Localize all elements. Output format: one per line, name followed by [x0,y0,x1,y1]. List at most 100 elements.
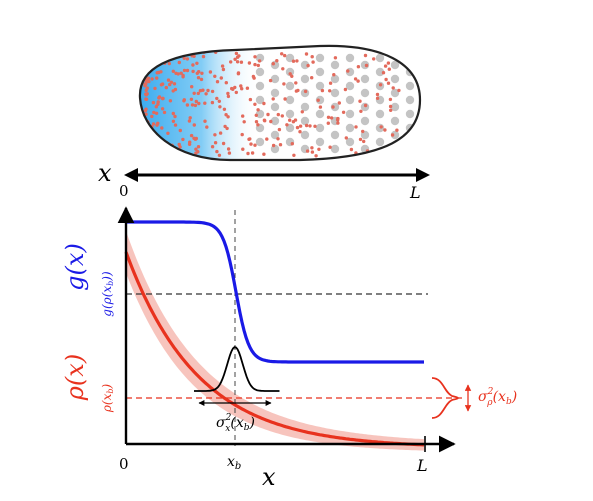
red-dot [379,125,383,129]
red-dot [210,100,215,105]
red-dot [154,105,158,109]
red-dot [280,52,284,56]
grey-nucleus [300,130,310,140]
red-dot [201,88,205,92]
red-dot [143,138,148,142]
red-dot [266,112,270,117]
red-dot [326,115,331,120]
red-dot [152,110,156,115]
grey-nucleus [330,74,340,84]
red-dot [254,120,259,124]
red-dot [219,76,223,80]
red-dot [143,108,148,113]
red-dot [271,62,275,66]
top-axis-end: L [409,183,421,202]
red-dot [148,64,153,69]
red-dot [171,148,176,152]
red-dot [145,134,149,138]
red-dot [298,130,302,134]
red-dot [144,88,148,93]
red-dot [154,145,158,149]
red-dot [217,153,222,157]
grey-nucleus [390,88,400,98]
red-dot [240,132,244,137]
red-dot [173,87,178,92]
red-dot [213,133,217,137]
red-dot [364,63,369,68]
sigma-x-label: σ2 x(xb) [216,413,255,434]
grey-nucleus [360,74,370,84]
red-dot [298,124,303,128]
red-dot [160,126,164,130]
red-dot [346,69,350,73]
red-dot [213,141,218,145]
grey-nucleus [375,67,385,77]
red-dot [148,149,153,153]
red-dot [254,113,258,118]
red-dot [204,92,208,96]
red-dot [218,131,223,135]
grey-nucleus [315,53,325,63]
red-dot [220,64,225,68]
red-dot [294,89,299,93]
red-dot [387,67,391,71]
red-dot [221,141,226,146]
red-dot [191,63,195,67]
red-dot [154,111,159,116]
red-dot [160,96,165,101]
red-dot [145,152,150,156]
g-axis-label: g(x) [61,243,89,291]
grey-nucleus [300,116,310,126]
grey-nucleus [330,88,340,98]
grey-nucleus [405,95,415,105]
red-dot [143,123,147,128]
grey-nucleus [330,144,340,154]
grey-nucleus [270,102,280,112]
red-dot [341,110,346,115]
xb-tick-label: xb [227,454,241,472]
top-axis-arrow-left [124,168,138,182]
red-dot [318,105,323,109]
embryo-outline [138,44,422,162]
red-dot [179,154,184,158]
grey-nucleus [345,137,355,147]
grey-nucleus [390,60,400,70]
red-dot [185,68,190,73]
red-dot [241,114,245,118]
red-dot [201,54,206,59]
red-dot [196,76,201,80]
grey-nucleus [345,123,355,133]
red-dot [295,59,299,63]
red-dot [187,119,192,123]
red-dot [397,88,401,93]
red-dot [187,142,192,146]
rho-axis-label: ρ(x) [61,354,89,401]
red-dot [314,154,318,158]
red-dot [182,98,186,102]
red-dot [305,149,310,153]
red-dot [389,108,393,113]
red-dot [190,85,194,89]
red-dot [215,96,219,101]
grey-nucleus [285,109,295,119]
red-dot [234,51,239,56]
red-dot [362,139,366,144]
grey-nucleus [405,81,415,91]
g-curve [126,220,424,364]
red-dot [317,147,321,151]
red-dot [328,89,332,93]
red-dot [163,150,167,155]
red-dot [156,145,160,149]
red-dot [313,124,317,128]
red-dot [388,104,393,109]
red-dot [375,92,380,97]
red-dot [361,129,365,134]
red-dot [280,114,284,118]
red-dot [143,60,148,64]
red-dot [256,108,260,112]
red-dot [378,83,383,87]
red-dot [181,73,185,78]
red-dot [356,79,360,83]
red-dot [200,71,204,76]
